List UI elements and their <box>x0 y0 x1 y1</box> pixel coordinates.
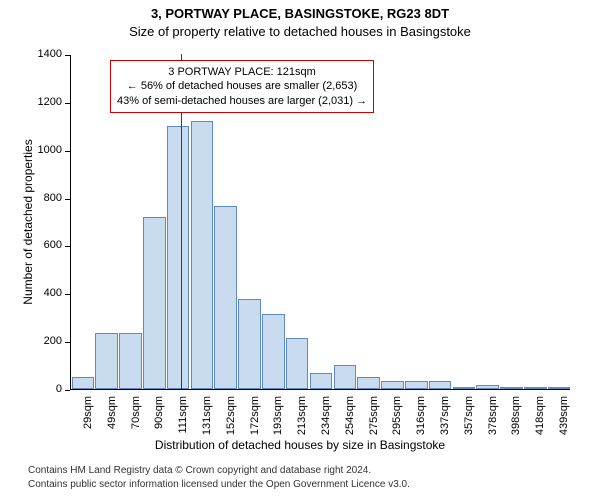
x-tick-label: 172sqm <box>249 396 261 436</box>
histogram-bar <box>500 387 523 389</box>
y-tick-mark <box>65 151 70 152</box>
x-tick-label: 295sqm <box>391 396 403 436</box>
y-tick-mark <box>65 246 70 247</box>
histogram-bar <box>72 377 95 389</box>
annotation-line2: ← 56% of detached houses are smaller (2,… <box>117 79 367 93</box>
y-tick-mark <box>65 390 70 391</box>
x-tick-label: 378sqm <box>487 396 499 436</box>
y-tick-label: 200 <box>0 335 62 347</box>
histogram-bar <box>238 299 261 389</box>
x-tick-label: 357sqm <box>463 396 475 436</box>
histogram-bar <box>167 126 190 389</box>
y-tick-label: 0 <box>0 383 62 395</box>
y-tick-mark <box>65 103 70 104</box>
x-tick-label: 418sqm <box>534 396 546 436</box>
y-tick-label: 600 <box>0 239 62 251</box>
histogram-bar <box>119 333 142 389</box>
histogram-bar <box>429 381 452 389</box>
histogram-bar <box>310 373 333 389</box>
x-axis-label: Distribution of detached houses by size … <box>0 438 600 452</box>
y-tick-mark <box>65 55 70 56</box>
histogram-bar <box>381 381 404 389</box>
histogram-bar <box>95 333 118 389</box>
histogram-bar <box>262 314 285 389</box>
histogram-bar <box>453 387 476 389</box>
histogram-bar <box>476 385 499 389</box>
x-tick-label: 29sqm <box>82 396 94 436</box>
x-tick-label: 152sqm <box>225 396 237 436</box>
x-tick-label: 398sqm <box>510 396 522 436</box>
histogram-bar <box>334 365 357 389</box>
footnote-2: Contains public sector information licen… <box>28 479 410 490</box>
x-tick-label: 193sqm <box>272 396 284 436</box>
x-tick-label: 131sqm <box>201 396 213 436</box>
annotation-line3: 43% of semi-detached houses are larger (… <box>117 94 367 108</box>
y-tick-label: 400 <box>0 287 62 299</box>
x-tick-label: 439sqm <box>558 396 570 436</box>
histogram-bar <box>548 387 571 389</box>
histogram-bar <box>524 387 547 389</box>
y-tick-mark <box>65 342 70 343</box>
y-tick-label: 800 <box>0 192 62 204</box>
x-tick-label: 111sqm <box>177 396 189 436</box>
y-tick-mark <box>65 199 70 200</box>
histogram-bar <box>286 338 309 389</box>
x-tick-label: 49sqm <box>106 396 118 436</box>
x-tick-label: 90sqm <box>153 396 165 436</box>
chart-title-address: 3, PORTWAY PLACE, BASINGSTOKE, RG23 8DT <box>0 6 600 21</box>
x-tick-label: 70sqm <box>130 396 142 436</box>
y-tick-label: 1400 <box>0 48 62 60</box>
x-tick-label: 275sqm <box>368 396 380 436</box>
histogram-bar <box>214 206 237 389</box>
y-tick-label: 1200 <box>0 96 62 108</box>
x-tick-label: 234sqm <box>320 396 332 436</box>
chart-title-desc: Size of property relative to detached ho… <box>0 24 600 39</box>
x-tick-label: 337sqm <box>439 396 451 436</box>
histogram-bar <box>357 377 380 389</box>
histogram-bar <box>405 381 428 389</box>
x-tick-label: 213sqm <box>296 396 308 436</box>
footnote-1: Contains HM Land Registry data © Crown c… <box>28 465 371 476</box>
y-tick-mark <box>65 294 70 295</box>
y-tick-label: 1000 <box>0 144 62 156</box>
x-tick-label: 316sqm <box>415 396 427 436</box>
annotation-line1: 3 PORTWAY PLACE: 121sqm <box>117 65 367 79</box>
histogram-bar <box>191 121 214 389</box>
x-tick-label: 254sqm <box>344 396 356 436</box>
annotation-box: 3 PORTWAY PLACE: 121sqm ← 56% of detache… <box>110 60 374 113</box>
histogram-bar <box>143 217 166 389</box>
